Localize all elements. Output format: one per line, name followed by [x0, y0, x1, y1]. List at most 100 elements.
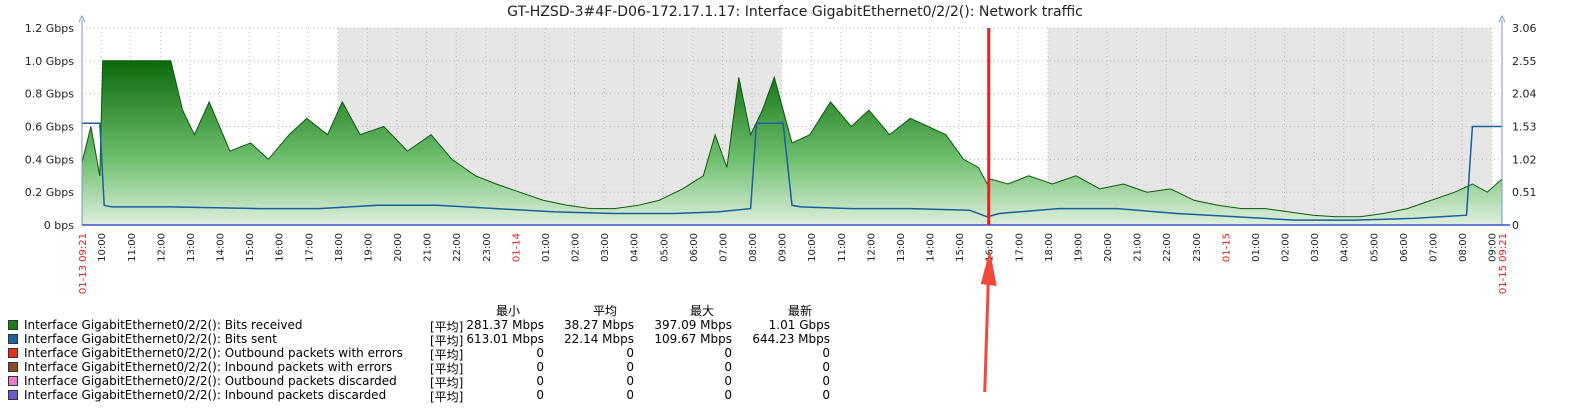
x-tick-label: 06:00	[1399, 233, 1410, 262]
legend-series-name: Interface GigabitEthernet0/2/2(): Bits s…	[24, 332, 277, 346]
legend-max: 0	[724, 374, 732, 388]
x-tick-label: 23:00	[1192, 233, 1203, 262]
x-tick-label: 19:00	[1073, 233, 1084, 262]
y-axis-left-arrow	[78, 14, 86, 23]
x-tick-label: 02:00	[571, 233, 582, 262]
x-tick-label: 14:00	[926, 233, 937, 262]
series-line-bits-sent	[82, 122, 1502, 221]
legend-swatch	[8, 390, 18, 400]
x-tick-label: 17:00	[304, 233, 315, 262]
legend-swatch	[8, 362, 18, 372]
legend-swatch	[8, 348, 18, 358]
legend-max: 0	[724, 388, 732, 402]
x-tick-label: 08:00	[1458, 233, 1469, 262]
legend-avg: 0	[626, 388, 634, 402]
x-tick-label: 12:00	[866, 233, 877, 262]
x-tick-label: 20:00	[1103, 233, 1114, 262]
legend-min: 281.37 Mbps	[466, 318, 544, 332]
x-tick-label: 17:00	[1014, 233, 1025, 262]
x-tick-label: 10:00	[97, 233, 108, 262]
annotation-arrow-shaft	[983, 267, 991, 393]
series-area-bits-received	[81, 60, 1503, 226]
x-tick-label: 21:00	[1133, 233, 1144, 262]
y-tick-label-right: 1.02	[1512, 153, 1537, 166]
legend-last: 0	[822, 388, 830, 402]
x-tick-label: 14:00	[216, 233, 227, 262]
x-tick-label: 21:00	[423, 233, 434, 262]
y-tick-label-left: 0 bps	[44, 219, 74, 232]
x-tick-label: 22:00	[452, 233, 463, 262]
x-tick-label: 02:00	[1281, 233, 1292, 262]
x-tick-label: 03:00	[600, 233, 611, 262]
chart-title: GT-HZSD-3#4F-D06-172.17.1.17: Interface …	[507, 4, 1083, 20]
legend-series-name: Interface GigabitEthernet0/2/2(): Bits r…	[24, 318, 303, 332]
legend-last: 0	[822, 374, 830, 388]
legend-header-min: 最小	[496, 304, 521, 318]
x-tick-label: 09:00	[1488, 233, 1499, 262]
x-tick-label: 23:00	[482, 233, 493, 262]
x-tick-label: 11:00	[127, 233, 138, 262]
x-tick-label: 07:00	[1428, 233, 1439, 262]
x-tick-label: 15:00	[955, 233, 966, 262]
y-tick-label-left: 0.6 Gbps	[25, 121, 74, 134]
y-tick-label-right: 1.53	[1512, 121, 1537, 134]
legend-avg: 38.27 Mbps	[563, 318, 634, 332]
x-tick-label: 13:00	[186, 233, 197, 262]
x-tick-label: 11:00	[837, 233, 848, 262]
x-tick-label: 13:00	[896, 233, 907, 262]
y-tick-label-left: 1.0 Gbps	[25, 55, 74, 68]
x-tick-label: 01:00	[1251, 233, 1262, 262]
x-tick-label: 01:00	[541, 233, 552, 262]
x-tick-label: 05:00	[659, 233, 670, 262]
legend-avg: 22.14 Mbps	[563, 332, 634, 346]
y-tick-label-left: 0.4 Gbps	[25, 153, 74, 166]
x-tick-label: 19:00	[363, 233, 374, 262]
y-tick-label-right: 2.55	[1512, 55, 1537, 68]
x-tick-label: 06:00	[689, 233, 700, 262]
legend-max: 109.67 Mbps	[654, 332, 732, 346]
x-tick-label: 09:00	[778, 233, 789, 262]
legend-min: 0	[536, 346, 544, 360]
legend-series-name: Interface GigabitEthernet0/2/2(): Inboun…	[24, 388, 387, 402]
legend-swatch	[8, 376, 18, 386]
legend-swatch	[8, 334, 18, 344]
legend-unit: [平均]	[430, 334, 464, 348]
legend-avg: 0	[626, 360, 634, 374]
x-tick-label: 01-15	[1221, 233, 1232, 262]
x-tick-label: 03:00	[1310, 233, 1321, 262]
x-tick-label: 20:00	[393, 233, 404, 262]
x-end-label: 01-15 09:21	[1498, 233, 1509, 294]
legend-avg: 0	[626, 346, 634, 360]
x-tick-label: 16:00	[275, 233, 286, 262]
y-tick-label-right: 0	[1512, 219, 1519, 232]
y-tick-label-left: 0.2 Gbps	[25, 186, 74, 199]
legend-series-name: Interface GigabitEthernet0/2/2(): Inboun…	[24, 360, 393, 374]
legend-min: 0	[536, 360, 544, 374]
legend-max: 397.09 Mbps	[654, 318, 732, 332]
y-tick-label-right: 2.04	[1512, 88, 1537, 101]
legend-unit: [平均]	[430, 376, 464, 390]
x-tick-label: 18:00	[334, 233, 345, 262]
x-tick-label: 15:00	[245, 233, 256, 262]
legend-series-name: Interface GigabitEthernet0/2/2(): Outbou…	[24, 346, 403, 360]
x-tick-label: 22:00	[1162, 233, 1173, 262]
x-tick-label: 01-14	[511, 233, 522, 262]
legend-last: 1.01 Gbps	[768, 318, 830, 332]
legend-series-name: Interface GigabitEthernet0/2/2(): Outbou…	[24, 374, 397, 388]
x-tick-label: 10:00	[807, 233, 818, 262]
y-tick-label-left: 1.2 Gbps	[25, 22, 74, 35]
legend-unit: [平均]	[430, 362, 464, 376]
legend-last: 0	[822, 346, 830, 360]
legend-header-max: 最大	[690, 304, 715, 318]
x-tick-label: 18:00	[1044, 233, 1055, 262]
legend-min: 613.01 Mbps	[466, 332, 544, 346]
x-tick-label: 12:00	[156, 233, 167, 262]
legend-unit: [平均]	[430, 348, 464, 362]
legend-last: 644.23 Mbps	[752, 332, 830, 346]
y-axis-right-arrow	[1498, 14, 1506, 23]
legend-max: 0	[724, 346, 732, 360]
legend-swatch	[8, 320, 18, 330]
legend-last: 0	[822, 360, 830, 374]
legend-avg: 0	[626, 374, 634, 388]
